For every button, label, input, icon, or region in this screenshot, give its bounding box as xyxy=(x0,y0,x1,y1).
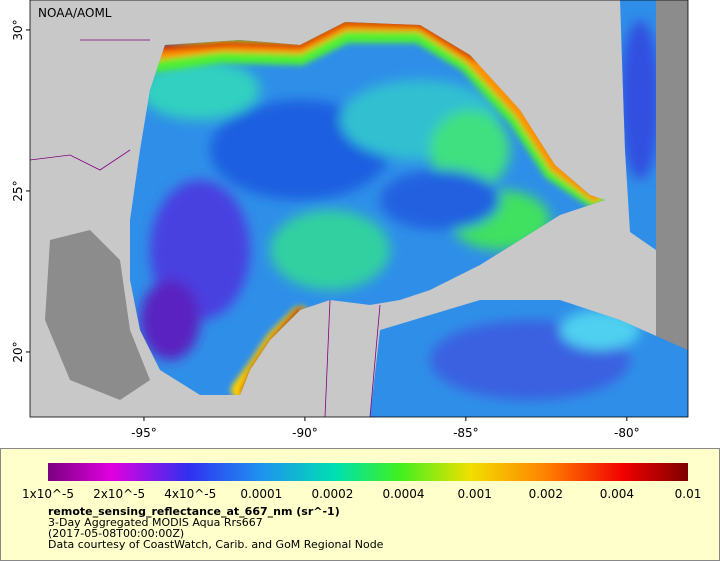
colorbar-label: 0.01 xyxy=(675,487,702,501)
colorbar-label: 0.0004 xyxy=(383,487,425,501)
colorbar-label: 0.0001 xyxy=(240,487,282,501)
x-tick-label: -90° xyxy=(292,426,318,440)
ticks: -95° -90° -85° -80° 20° 25° 30° xyxy=(11,19,640,440)
colorbar-ticks: 1x10^-5 2x10^-5 4x10^-5 0.0001 0.0002 0.0004 0… xyxy=(22,487,701,501)
colorbar xyxy=(48,463,688,481)
time: (2017-05-08T00:00:00Z) xyxy=(48,527,184,540)
colorbar-label: 0.002 xyxy=(529,487,563,501)
y-tick-label: 25° xyxy=(11,180,25,201)
description: 3-Day Aggregated MODIS Aqua Rrs667 xyxy=(48,516,263,529)
source: Data courtesy of CoastWatch, Carib. and … xyxy=(48,538,384,551)
colorbar-label: 1x10^-5 xyxy=(22,487,74,501)
y-tick-label: 20° xyxy=(11,341,25,362)
colorbar-label: 0.0002 xyxy=(311,487,353,501)
borders xyxy=(30,39,381,417)
colorbar-label: 2x10^-5 xyxy=(93,487,145,501)
colorbar-label: 0.004 xyxy=(600,487,634,501)
x-tick-label: -80° xyxy=(614,426,640,440)
x-tick-label: -85° xyxy=(453,426,479,440)
cuba xyxy=(470,262,640,295)
y-tick-label: 30° xyxy=(11,19,25,40)
map: NOAA/AOML xyxy=(30,0,688,417)
no-data xyxy=(656,0,688,417)
colorbar-label: 4x10^-5 xyxy=(164,487,216,501)
no-data xyxy=(45,230,150,400)
x-tick-label: -95° xyxy=(131,426,157,440)
map-frame xyxy=(29,0,689,418)
credit: NOAA/AOML xyxy=(38,6,112,20)
colorbar-label: 0.001 xyxy=(457,487,491,501)
variable: remote_sensing_reflectance_at_667_nm (sr… xyxy=(48,505,340,518)
